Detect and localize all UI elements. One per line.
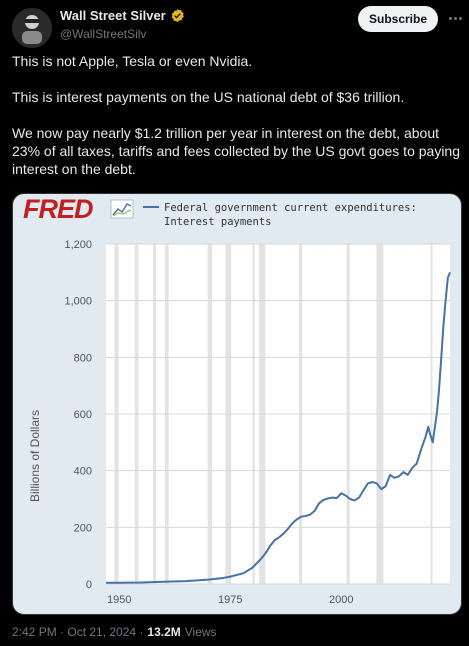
post-footer: 2:42 PM · Oct 21, 2024 · 13.2M Views — [12, 625, 217, 639]
x-tick-label: 1975 — [218, 594, 242, 606]
avatar[interactable] — [12, 8, 52, 48]
x-tick-label: 1950 — [107, 594, 131, 606]
post-paragraph: This is not Apple, Tesla or even Nvidia. — [12, 53, 253, 69]
more-options-icon[interactable] — [446, 8, 464, 28]
series-line — [105, 271, 451, 584]
y-tick-label: 0 — [86, 579, 92, 591]
post-text: This is not Apple, Tesla or even Nvidia.… — [12, 52, 462, 196]
y-tick-label: 400 — [74, 466, 92, 478]
y-tick-label: 600 — [74, 409, 92, 421]
y-tick-label: 800 — [74, 352, 92, 364]
fred-logo: FRED — [23, 194, 93, 224]
fred-logo-graph-icon — [110, 199, 134, 219]
post-header: Wall Street Silver @WallStreetSilv Subsc… — [0, 0, 469, 48]
verified-badge-icon — [171, 8, 184, 23]
chart-image[interactable]: FRED Federal government current expendit… — [12, 193, 462, 615]
plot-area: 0 200 400 600 800 1,000 1,200 1950 1975 2000 — [64, 239, 451, 606]
views-count: 13.2M — [147, 625, 181, 639]
legend-line-2: Interest payments — [164, 216, 271, 228]
y-tick-label: 200 — [74, 522, 92, 534]
post-paragraph: This is interest payments on the US nati… — [12, 89, 405, 105]
avatar-image — [12, 8, 52, 48]
timestamp[interactable]: 2:42 PM · Oct 21, 2024 · — [12, 625, 144, 639]
y-tick-label: 1,200 — [64, 239, 92, 251]
handle[interactable]: @WallStreetSilv — [60, 27, 147, 41]
fred-chart: FRED Federal government current expendit… — [23, 194, 451, 606]
y-tick-label: 1,000 — [64, 296, 92, 308]
post-paragraph: We now pay nearly $1.2 trillion per year… — [12, 125, 461, 177]
y-axis-label: Billions of Dollars — [28, 410, 42, 502]
subscribe-button[interactable]: Subscribe — [358, 6, 438, 32]
x-tick-label: 2000 — [329, 594, 353, 606]
legend-line-1: Federal government current expenditures: — [164, 202, 417, 214]
views-label: Views — [184, 625, 217, 639]
display-name[interactable]: Wall Street Silver — [60, 8, 166, 23]
